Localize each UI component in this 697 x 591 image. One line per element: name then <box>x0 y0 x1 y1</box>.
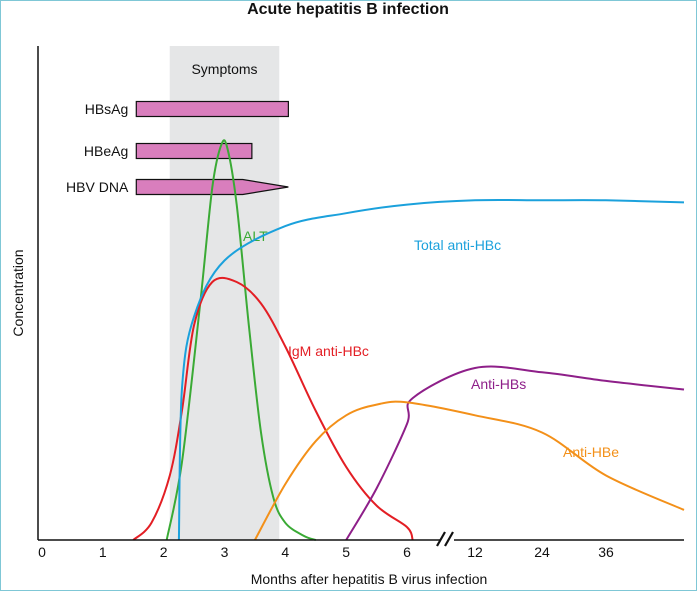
series-label-igm-anti-hbc: IgM anti-HBc <box>288 343 369 359</box>
marker-bar-hbsag <box>135 100 289 118</box>
x-tick-label: 24 <box>534 544 550 560</box>
series-label-anti-hbe: Anti-HBe <box>563 444 619 460</box>
axis-break-mark <box>444 531 454 547</box>
x-tick-label: 3 <box>221 544 229 560</box>
marker-bar-hbeag <box>135 142 253 160</box>
x-tick-label: 1 <box>99 544 107 560</box>
series-line-anti-hbe <box>254 400 685 541</box>
x-tick-label: 6 <box>403 544 411 560</box>
x-tick-label: 36 <box>598 544 614 560</box>
y-axis-label: Concentration <box>10 249 26 336</box>
series-line-igm-anti-hbc <box>132 276 414 541</box>
marker-label-hbv-dna: HBV DNA <box>66 179 129 195</box>
series-line-anti-hbs <box>345 365 685 541</box>
series-line-alt <box>165 139 317 541</box>
x-tick-label: 5 <box>342 544 350 560</box>
symptoms-band <box>169 46 280 540</box>
x-tick-label: 0 <box>38 544 46 560</box>
x-axis-label: Months after hepatitis B virus infection <box>251 571 488 587</box>
series-label-total-anti-hbc: Total anti-HBc <box>414 237 501 253</box>
x-tick-label: 4 <box>281 544 289 560</box>
series-label-anti-hbs: Anti-HBs <box>471 376 526 392</box>
x-tick-label: 2 <box>160 544 168 560</box>
axis-break-mark <box>436 531 446 547</box>
series-label-alt: ALT <box>243 228 268 244</box>
symptoms-label: Symptoms <box>191 61 257 77</box>
marker-label-hbeag: HBeAg <box>84 143 128 159</box>
chart-title: Acute hepatitis B infection <box>247 1 449 18</box>
series-line-total-anti-hbc <box>177 198 685 541</box>
marker-label-hbsag: HBsAg <box>85 101 129 117</box>
x-tick-label: 12 <box>467 544 483 560</box>
